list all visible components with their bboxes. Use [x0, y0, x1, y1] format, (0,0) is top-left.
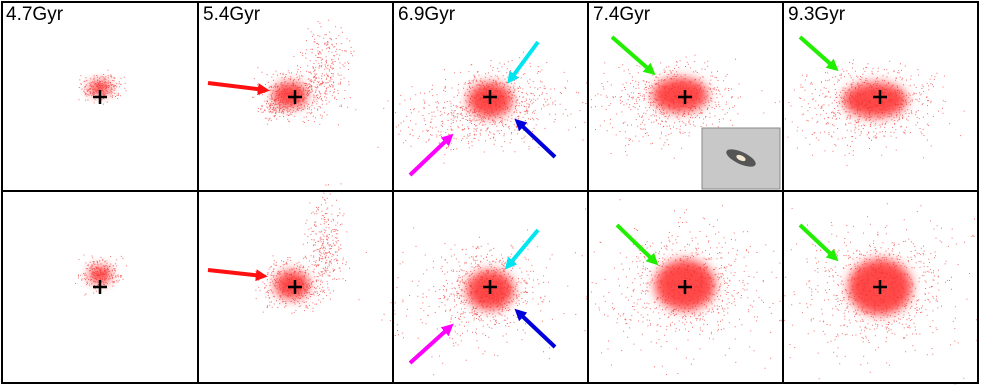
- arrow: [207, 81, 270, 96]
- arrow: [207, 268, 268, 282]
- arrow: [408, 323, 454, 365]
- annotation-layer: [93, 35, 887, 365]
- particles: [811, 223, 956, 353]
- center-cross: [288, 280, 302, 294]
- particles: [78, 69, 127, 105]
- panel-label: 4.7Gyr: [6, 4, 64, 25]
- particles: [302, 183, 350, 312]
- arrow: [615, 223, 659, 266]
- particles: [293, 19, 357, 126]
- particles: [441, 243, 546, 337]
- center-cross: [288, 90, 302, 104]
- panel-label: 7.4Gyr: [593, 4, 651, 25]
- center-cross: [678, 280, 692, 294]
- arrow: [514, 118, 557, 159]
- arrow: [610, 35, 656, 76]
- arrow: [514, 308, 557, 349]
- arrow: [507, 40, 540, 84]
- particles: [358, 227, 569, 376]
- particles: [743, 203, 978, 385]
- particles: [607, 231, 758, 339]
- panel-label: 9.3Gyr: [788, 4, 846, 25]
- particles: [761, 63, 965, 166]
- particle-layer: [75, 19, 978, 385]
- arrow: [798, 35, 839, 72]
- particles: [75, 254, 127, 296]
- particles: [565, 54, 734, 159]
- particles: [257, 96, 295, 125]
- center-cross: [93, 280, 107, 294]
- particles: [377, 80, 530, 164]
- panel-label: 6.9Gyr: [398, 4, 456, 25]
- particles: [252, 65, 328, 123]
- arrow: [798, 223, 839, 262]
- center-cross: [483, 280, 497, 294]
- center-cross: [873, 90, 887, 104]
- inset-core: [736, 154, 746, 162]
- arrow: [408, 133, 454, 177]
- panel-label: 5.4Gyr: [203, 4, 261, 25]
- center-cross: [483, 90, 497, 104]
- center-cross: [93, 90, 107, 104]
- arrow: [504, 228, 540, 270]
- center-cross: [873, 280, 887, 294]
- center-cross: [678, 90, 692, 104]
- particles: [551, 199, 819, 375]
